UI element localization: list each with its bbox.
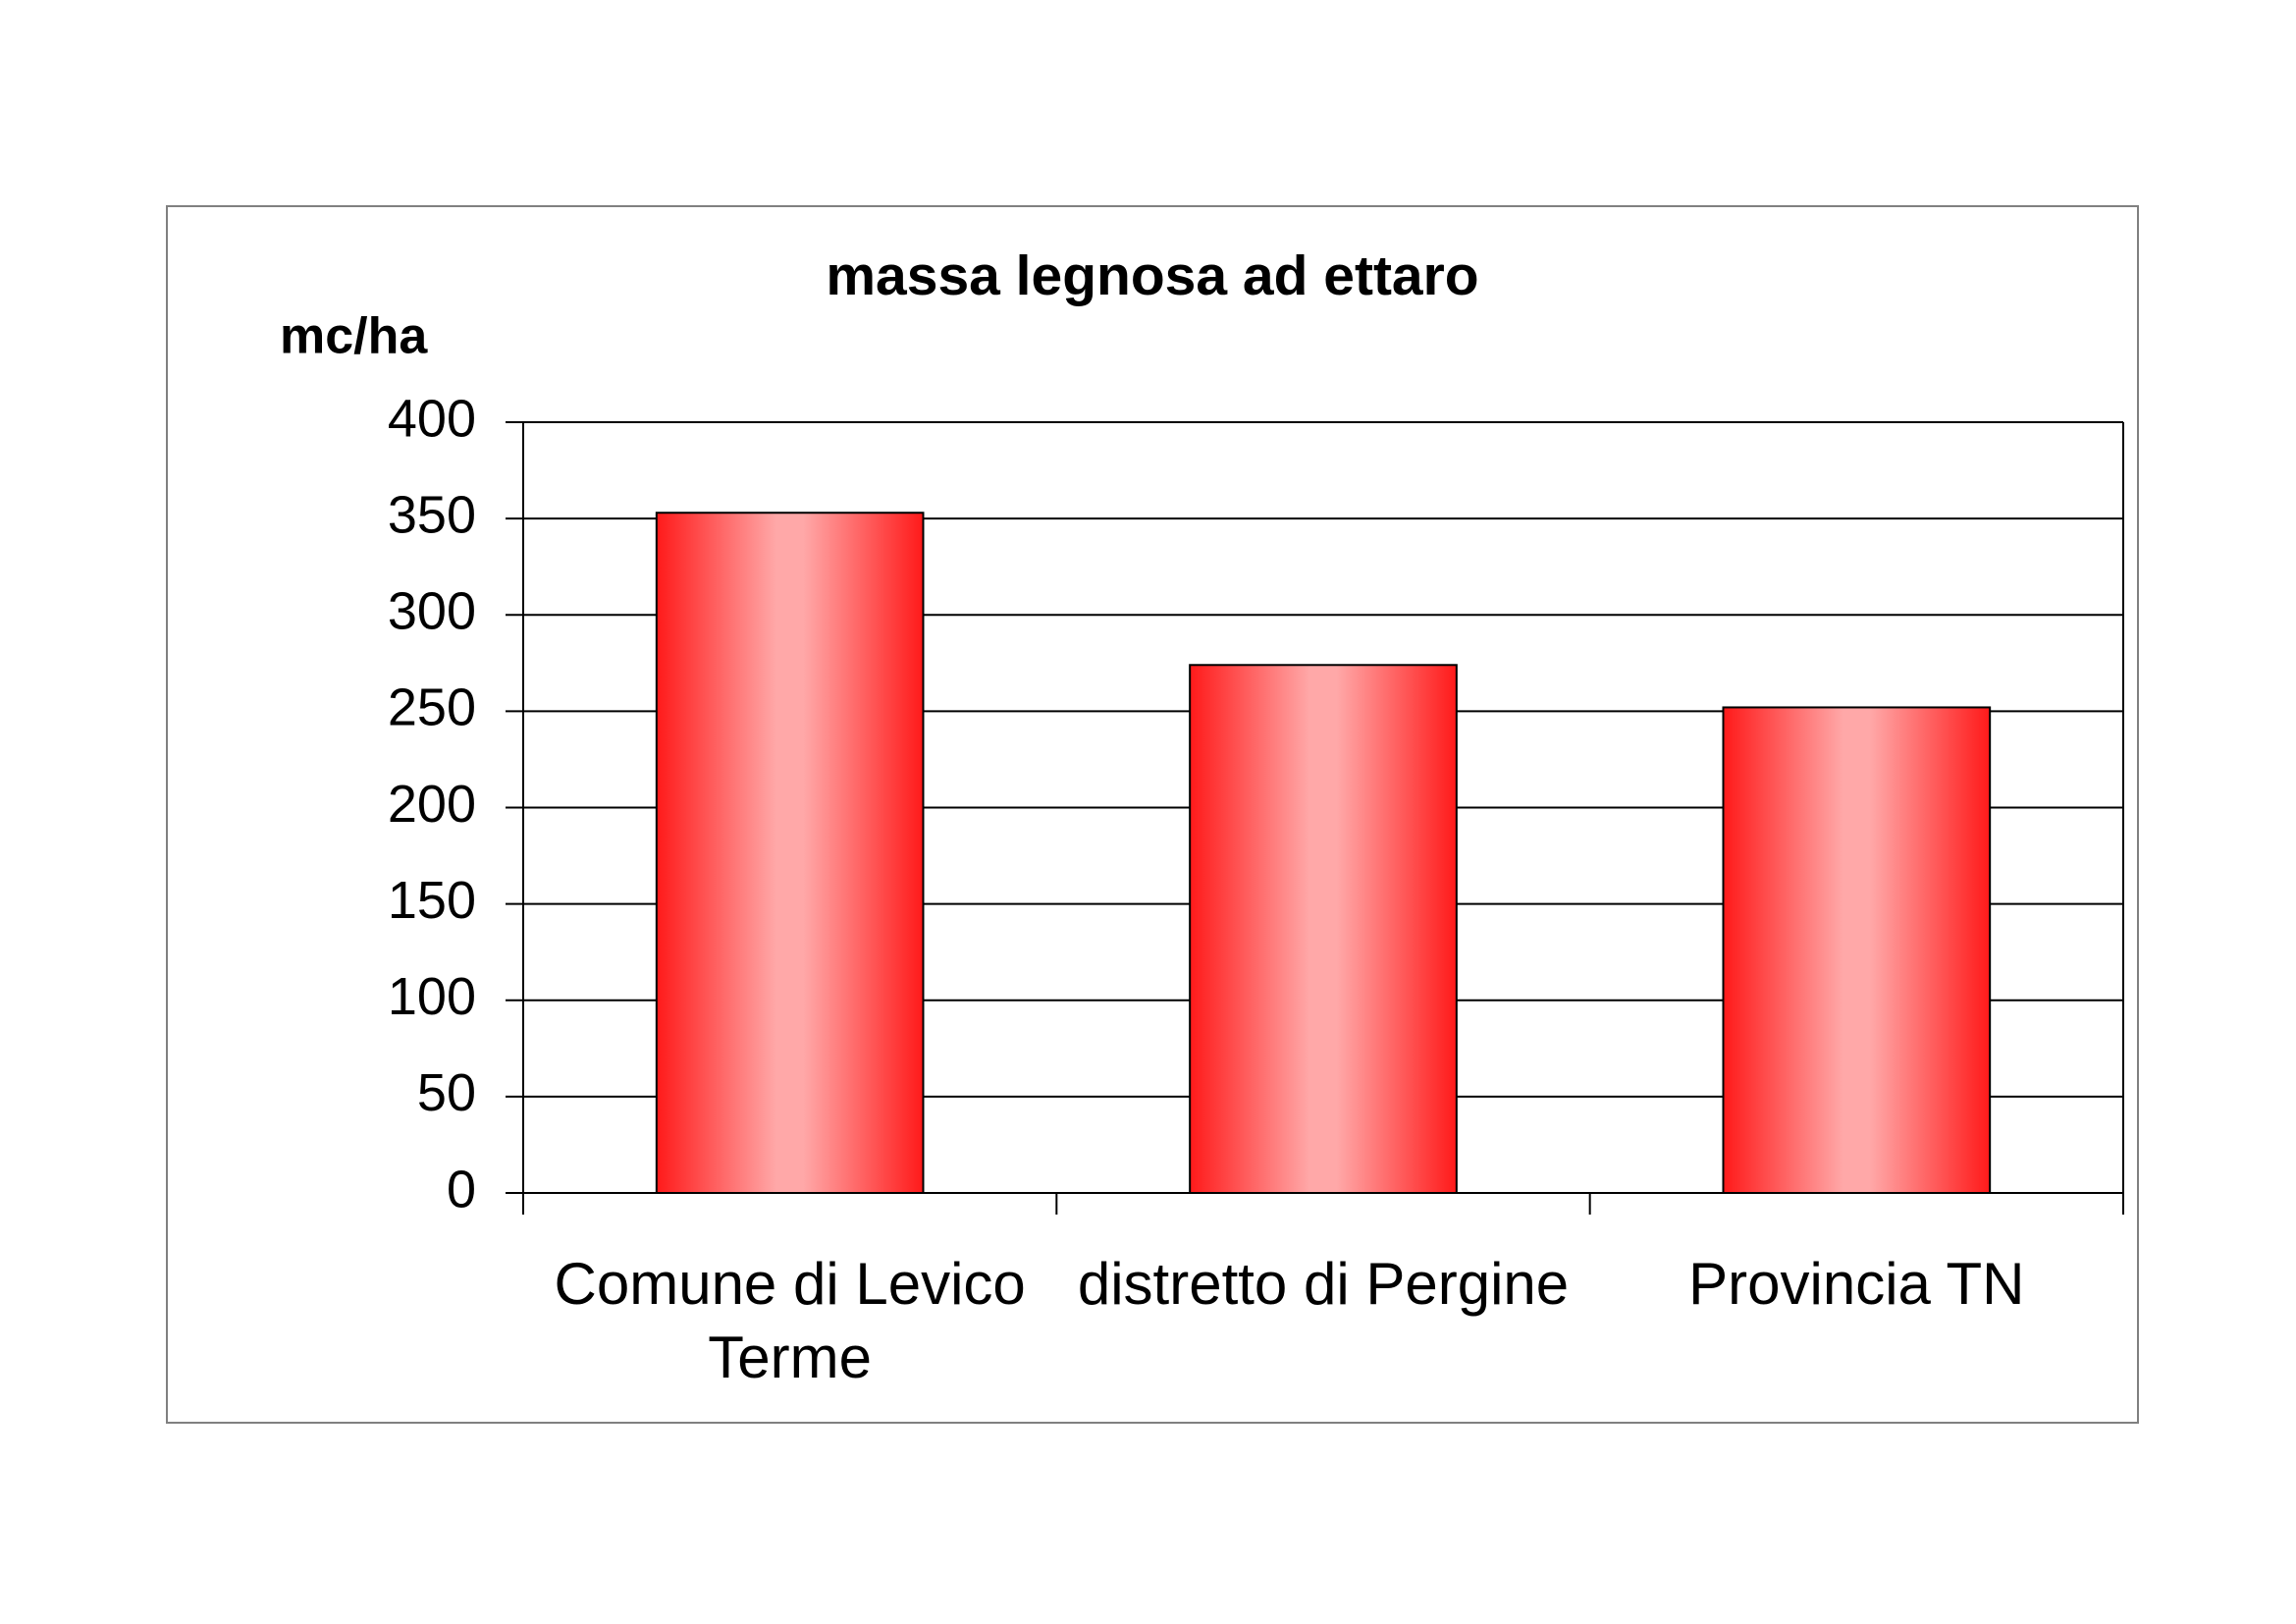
- y-tick-label: 100: [388, 967, 476, 1026]
- x-tick-label: Provincia TN: [1688, 1251, 2025, 1317]
- y-tick-label: 200: [388, 775, 476, 834]
- bar: [655, 512, 925, 1194]
- x-tick-label: distretto di Pergine: [1077, 1251, 1570, 1317]
- y-tick-label: 350: [388, 485, 476, 544]
- y-tick-label: 400: [388, 389, 476, 448]
- bar: [1189, 664, 1458, 1194]
- y-axis-label: mc/ha: [280, 308, 428, 365]
- y-tick-label: 0: [447, 1160, 476, 1218]
- y-tick-label: 50: [417, 1063, 476, 1122]
- y-tick-label: 150: [388, 871, 476, 930]
- y-tick-label: 250: [388, 678, 476, 737]
- x-tick-label: Comune di Levico Terme: [554, 1251, 1026, 1390]
- bar: [1722, 706, 1992, 1194]
- y-tick-label: 300: [388, 582, 476, 641]
- chart-title: massa legnosa ad ettaro: [826, 244, 1478, 307]
- chart-frame: [166, 205, 2139, 1424]
